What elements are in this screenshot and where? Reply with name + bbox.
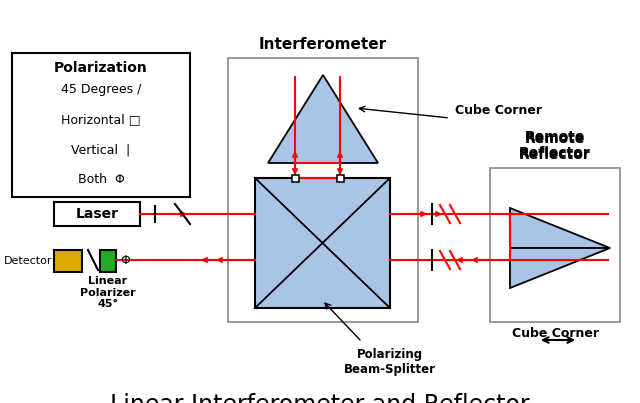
Text: Vertical  |: Vertical | [72, 143, 131, 156]
Bar [100, 250, 116, 272]
Bar [337, 175, 344, 182]
Text: Horizontal □: Horizontal □ [61, 113, 141, 126]
Bar [54, 202, 140, 226]
Text: Cube Corner: Cube Corner [455, 104, 542, 116]
Polygon shape [510, 208, 610, 248]
Text: Interferometer: Interferometer [259, 37, 387, 52]
Bar [12, 53, 190, 197]
Bar [255, 178, 390, 308]
Text: Detector: Detector [3, 256, 52, 266]
Polygon shape [268, 75, 378, 163]
Bar [490, 168, 620, 322]
Text: Polarizing
Beam-Splitter: Polarizing Beam-Splitter [344, 348, 436, 376]
Text: Cube Corner: Cube Corner [511, 327, 598, 340]
Bar [291, 175, 298, 182]
Text: Polarization: Polarization [54, 61, 148, 75]
Text: Both  Φ: Both Φ [77, 173, 124, 186]
Text: Remote
Reflector: Remote Reflector [519, 132, 591, 162]
Bar [228, 58, 418, 322]
Bar [54, 250, 82, 272]
Text: Laser: Laser [76, 207, 118, 221]
Text: Φ: Φ [120, 253, 130, 266]
Text: 45 Degrees /: 45 Degrees / [61, 83, 141, 96]
Text: Remote
Reflector: Remote Reflector [519, 130, 591, 160]
Polygon shape [510, 248, 610, 288]
Text: Linear Interferometer and Reflector: Linear Interferometer and Reflector [110, 393, 530, 403]
Text: Linear
Polarizer
45°: Linear Polarizer 45° [80, 276, 136, 309]
